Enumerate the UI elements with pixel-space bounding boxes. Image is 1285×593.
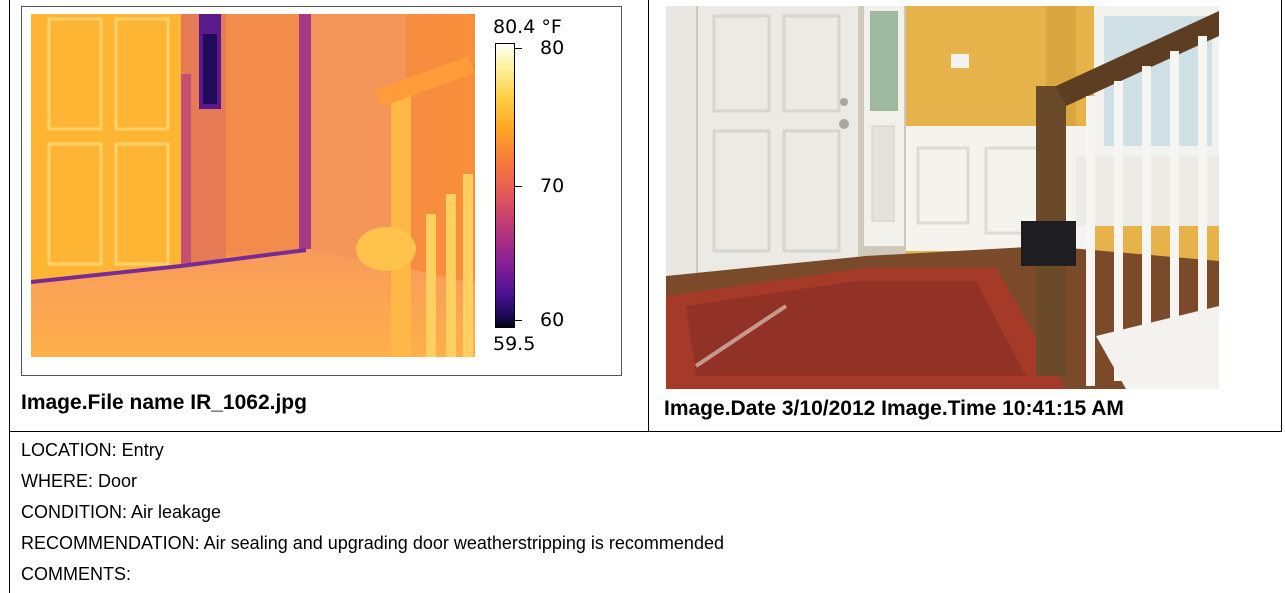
table-border-left xyxy=(9,0,10,593)
tick-label-60: 60 xyxy=(540,309,565,331)
file-name-caption: Image.File name IR_1062.jpg xyxy=(21,391,307,414)
table-divider-horizontal xyxy=(9,431,1282,432)
where-line: WHERE: Door xyxy=(21,471,138,491)
location-line: LOCATION: Entry xyxy=(21,440,164,460)
tick-label-80: 80 xyxy=(540,37,565,59)
date-time-caption: Image.Date 3/10/2012 Image.Time 10:41:15… xyxy=(664,397,1124,420)
thermal-image xyxy=(31,14,475,357)
temperature-colorbar xyxy=(495,43,515,328)
comments-line: COMMENTS: xyxy=(21,564,131,584)
tick-label-70: 70 xyxy=(540,175,565,197)
tick-80 xyxy=(515,48,522,49)
scale-max-label: 80.4 °F xyxy=(493,16,562,38)
tick-70 xyxy=(515,186,522,187)
recommendation-line: RECOMMENDATION: Air sealing and upgradin… xyxy=(21,533,724,553)
table-border-right xyxy=(1281,0,1282,432)
visual-photo xyxy=(666,6,1219,389)
tick-60 xyxy=(515,320,522,321)
scale-min-label: 59.5 xyxy=(493,333,536,355)
table-divider-middle xyxy=(648,0,649,432)
condition-line: CONDITION: Air leakage xyxy=(21,502,222,522)
